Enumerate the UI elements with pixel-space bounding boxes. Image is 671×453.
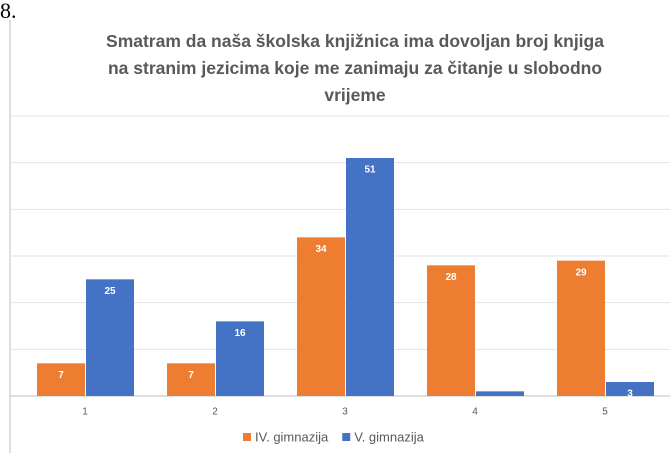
legend-swatch [342, 433, 351, 441]
x-tick-label: 2 [212, 407, 218, 418]
data-label: 34 [315, 244, 327, 255]
bar [476, 391, 524, 396]
question-number: 8. [0, 0, 17, 23]
data-label: 29 [575, 267, 587, 278]
bar [216, 321, 264, 396]
x-tick-label: 3 [342, 407, 348, 418]
bar [557, 260, 605, 396]
data-label: 28 [445, 272, 457, 283]
legend-swatch [243, 433, 251, 441]
chart-title: Smatram da naša školska knjižnica ima do… [106, 31, 604, 105]
x-tick-label: 5 [602, 407, 608, 418]
data-label: 7 [188, 370, 194, 381]
legend-label: V. gimnazija [354, 429, 424, 444]
data-label: 3 [627, 389, 633, 400]
bar [167, 363, 215, 396]
bar [297, 237, 345, 396]
data-label: 16 [234, 328, 246, 339]
bar [427, 265, 475, 396]
data-label: 7 [58, 370, 64, 381]
x-tick-label: 4 [472, 407, 478, 418]
bar [37, 363, 85, 396]
legend-label: IV. gimnazija [255, 429, 329, 444]
bar [346, 158, 394, 396]
bar [606, 382, 654, 396]
x-tick-label: 1 [82, 407, 88, 418]
data-label: 25 [104, 286, 116, 297]
bar [86, 279, 134, 396]
data-label: 51 [364, 165, 376, 176]
